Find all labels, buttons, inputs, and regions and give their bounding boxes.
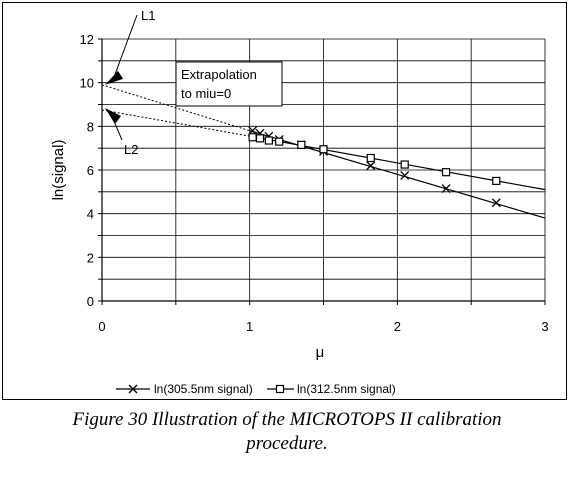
data-point-series-2	[248, 133, 257, 142]
x-tick-label: 1	[246, 319, 253, 334]
x-tick-label: 2	[394, 319, 401, 334]
data-point-series-2	[255, 134, 265, 143]
axes	[98, 38, 546, 305]
extrapolation-line-2	[101, 109, 250, 137]
marker-stroke	[366, 161, 376, 171]
legend: ln(305.5nm signal) ln(312.5nm signal)	[116, 382, 396, 396]
marker-stroke	[491, 198, 501, 208]
data-point-series-2	[319, 145, 328, 154]
extrapolation-line-1	[101, 84, 250, 132]
y-tick-label: 8	[87, 119, 94, 134]
y-tick-label: 2	[87, 250, 94, 265]
data-markers	[248, 126, 501, 208]
annotation-box-line-2: to miu=0	[181, 86, 231, 101]
data-point-series-1	[491, 198, 501, 208]
caption-line-2: procedure.	[246, 433, 328, 454]
y-axis-label: ln(signal)	[50, 140, 67, 201]
annotation-l2: L2	[124, 142, 138, 157]
extrapolation-lines	[101, 84, 250, 137]
y-tick-label: 10	[80, 76, 94, 91]
data-point-series-1	[400, 170, 410, 180]
data-point-series-1	[441, 184, 451, 194]
y-tick-label: 6	[87, 163, 94, 178]
legend-label-series-2: ln(312.5nm signal)	[297, 382, 396, 396]
figure-caption: Figure 30 Illustration of the MICROTOPS …	[0, 408, 574, 456]
data-point-series-2	[366, 153, 375, 163]
chart-frame	[2, 2, 567, 400]
x-tick-labels: 0 1 2 3	[98, 319, 548, 334]
data-point-series-1	[366, 161, 376, 171]
marker-stroke	[400, 170, 410, 180]
annotation-box	[175, 61, 283, 107]
x-tick-label: 3	[541, 319, 548, 334]
x-tick-label: 0	[98, 319, 105, 334]
data-point-series-2	[441, 168, 451, 177]
y-tick-label: 0	[87, 294, 94, 309]
l1-arrow-line	[112, 14, 138, 81]
l1-arrowhead	[105, 70, 123, 85]
x-axis-label: μ	[316, 344, 325, 361]
legend-marker-series-1	[128, 384, 138, 394]
y-tick-label: 4	[87, 207, 94, 222]
annotations: L1 L2 Extrapolation to miu=0	[105, 8, 283, 157]
data-point-series-2	[492, 176, 501, 186]
grid	[102, 38, 546, 301]
data-point-series-2	[400, 160, 409, 169]
data-point-series-2	[275, 137, 284, 146]
annotation-box-line-1: Extrapolation	[181, 67, 257, 82]
legend-marker-series-2	[275, 384, 285, 394]
marker-stroke	[128, 384, 138, 394]
y-tick-labels: 0 2 4 6 8 10 12	[80, 32, 94, 309]
legend-label-series-1: ln(305.5nm signal)	[154, 382, 253, 396]
annotation-l1: L1	[141, 8, 155, 23]
l2-arrowhead	[105, 107, 121, 124]
data-point-series-2	[297, 140, 306, 149]
data-point-series-2	[264, 136, 273, 145]
y-tick-label: 12	[80, 32, 94, 47]
marker-stroke	[441, 184, 451, 194]
caption-line-1: Figure 30 Illustration of the MICROTOPS …	[72, 409, 502, 430]
